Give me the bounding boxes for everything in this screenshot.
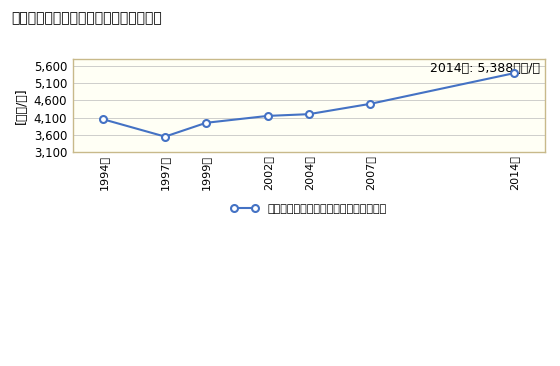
Text: 商業の従業者一人当たり年間商品販売額: 商業の従業者一人当たり年間商品販売額: [11, 11, 162, 25]
商業の従業者一人当たり年間商品販売額: [367, 102, 374, 106]
商業の従業者一人当たり年間商品販売額: [264, 114, 271, 118]
商業の従業者一人当たり年間商品販売額: [203, 121, 209, 125]
商業の従業者一人当たり年間商品販売額: [100, 117, 107, 122]
Legend: 商業の従業者一人当たり年間商品販売額: 商業の従業者一人当たり年間商品販売額: [226, 200, 391, 219]
商業の従業者一人当たり年間商品販売額: [511, 71, 517, 75]
Y-axis label: [万円/人]: [万円/人]: [15, 87, 28, 124]
商業の従業者一人当たり年間商品販売額: [162, 134, 169, 139]
Line: 商業の従業者一人当たり年間商品販売額: 商業の従業者一人当たり年間商品販売額: [100, 70, 517, 140]
Text: 2014年: 5,388万円/人: 2014年: 5,388万円/人: [430, 62, 540, 75]
商業の従業者一人当たり年間商品販売額: [305, 112, 312, 116]
